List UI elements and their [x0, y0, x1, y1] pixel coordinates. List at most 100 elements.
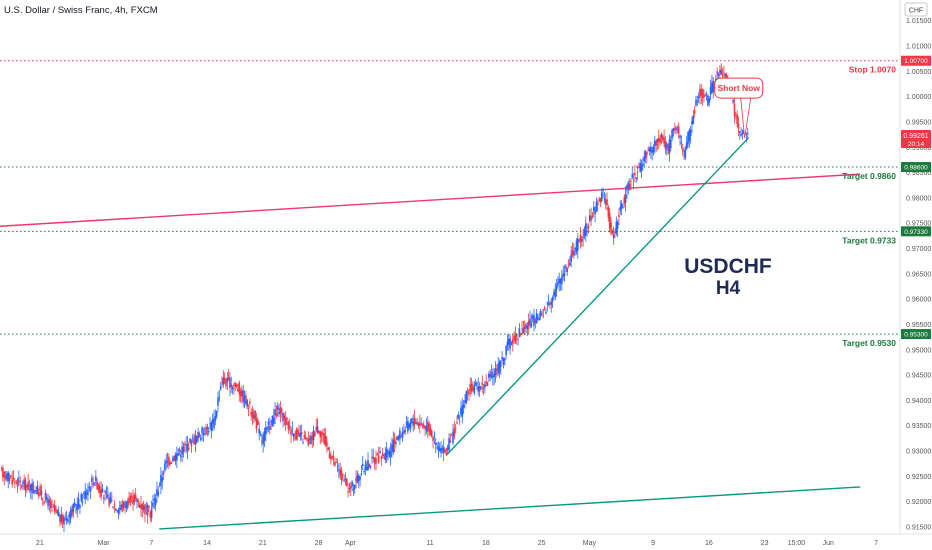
candle[interactable]: [55, 509, 57, 511]
candle[interactable]: [692, 115, 695, 125]
candle[interactable]: [104, 490, 106, 493]
candle[interactable]: [573, 251, 575, 256]
candle[interactable]: [101, 488, 104, 493]
candle[interactable]: [619, 206, 622, 211]
candle[interactable]: [174, 454, 177, 462]
candle[interactable]: [527, 321, 530, 326]
candle[interactable]: [287, 421, 290, 430]
candle[interactable]: [507, 338, 510, 345]
candle[interactable]: [541, 313, 543, 315]
candle[interactable]: [571, 250, 574, 256]
candle[interactable]: [388, 450, 391, 456]
candle[interactable]: [253, 415, 255, 419]
candle[interactable]: [618, 215, 620, 217]
candle[interactable]: [349, 486, 352, 489]
candle[interactable]: [103, 497, 105, 499]
candle[interactable]: [227, 376, 230, 380]
candle[interactable]: [320, 432, 323, 436]
candle[interactable]: [465, 391, 468, 404]
trendline-resistance[interactable]: [0, 173, 861, 227]
candle[interactable]: [526, 325, 529, 329]
candle[interactable]: [691, 120, 693, 125]
candle[interactable]: [348, 488, 351, 490]
candle[interactable]: [482, 387, 485, 389]
candle[interactable]: [454, 427, 457, 429]
candle[interactable]: [316, 426, 319, 432]
candle[interactable]: [635, 177, 638, 179]
candle[interactable]: [523, 326, 526, 330]
candle[interactable]: [67, 519, 69, 522]
candle[interactable]: [353, 484, 356, 490]
candle[interactable]: [334, 462, 336, 466]
candle[interactable]: [259, 434, 262, 436]
candle[interactable]: [148, 506, 150, 508]
candle[interactable]: [509, 338, 511, 349]
candle[interactable]: [332, 455, 335, 457]
candle[interactable]: [28, 484, 31, 486]
candle[interactable]: [665, 143, 668, 148]
candle[interactable]: [626, 185, 628, 191]
candle[interactable]: [122, 501, 125, 507]
candle[interactable]: [474, 382, 477, 386]
candle[interactable]: [233, 384, 235, 387]
candle[interactable]: [242, 390, 245, 402]
candle[interactable]: [338, 469, 340, 471]
candle[interactable]: [438, 447, 441, 452]
candle[interactable]: [290, 429, 292, 435]
candle[interactable]: [566, 268, 568, 273]
candle[interactable]: [515, 334, 518, 337]
candle[interactable]: [695, 100, 697, 106]
candle[interactable]: [503, 358, 506, 361]
candle[interactable]: [490, 372, 493, 378]
candle[interactable]: [14, 481, 16, 483]
candle[interactable]: [500, 360, 502, 367]
candle[interactable]: [643, 156, 645, 161]
candle[interactable]: [48, 499, 51, 504]
candle[interactable]: [391, 444, 393, 452]
candle[interactable]: [266, 427, 268, 430]
candle[interactable]: [376, 453, 379, 455]
candle[interactable]: [688, 129, 691, 141]
candle[interactable]: [611, 232, 614, 234]
candle[interactable]: [176, 453, 178, 461]
candle[interactable]: [371, 456, 373, 458]
candle[interactable]: [594, 211, 596, 214]
candle[interactable]: [408, 423, 410, 428]
candle[interactable]: [493, 373, 495, 378]
candle[interactable]: [166, 461, 169, 463]
candle[interactable]: [189, 438, 191, 443]
candle[interactable]: [268, 425, 271, 430]
candle[interactable]: [612, 234, 615, 239]
candle[interactable]: [481, 382, 484, 385]
candle[interactable]: [478, 385, 481, 392]
candle[interactable]: [580, 239, 583, 242]
candle[interactable]: [336, 466, 339, 468]
candle[interactable]: [365, 466, 368, 471]
candle[interactable]: [554, 289, 557, 298]
candle[interactable]: [238, 382, 241, 394]
candle[interactable]: [664, 140, 667, 150]
candle[interactable]: [177, 453, 179, 456]
candle[interactable]: [604, 199, 607, 205]
candle[interactable]: [587, 226, 590, 229]
candle[interactable]: [663, 137, 665, 144]
candle[interactable]: [65, 518, 68, 521]
candle[interactable]: [405, 422, 408, 426]
trendline-rising-support[interactable]: [445, 137, 750, 457]
candle[interactable]: [178, 448, 181, 452]
candle[interactable]: [120, 504, 122, 510]
candle[interactable]: [249, 401, 251, 404]
candle[interactable]: [392, 439, 395, 453]
candle[interactable]: [76, 503, 79, 510]
candle[interactable]: [352, 489, 355, 490]
candle[interactable]: [628, 183, 631, 190]
candle[interactable]: [87, 490, 89, 496]
candle[interactable]: [153, 498, 156, 501]
candle[interactable]: [719, 69, 721, 73]
candle[interactable]: [16, 479, 19, 487]
candle[interactable]: [161, 477, 164, 482]
candle[interactable]: [271, 415, 274, 426]
candle[interactable]: [546, 302, 549, 304]
candle[interactable]: [521, 327, 523, 329]
